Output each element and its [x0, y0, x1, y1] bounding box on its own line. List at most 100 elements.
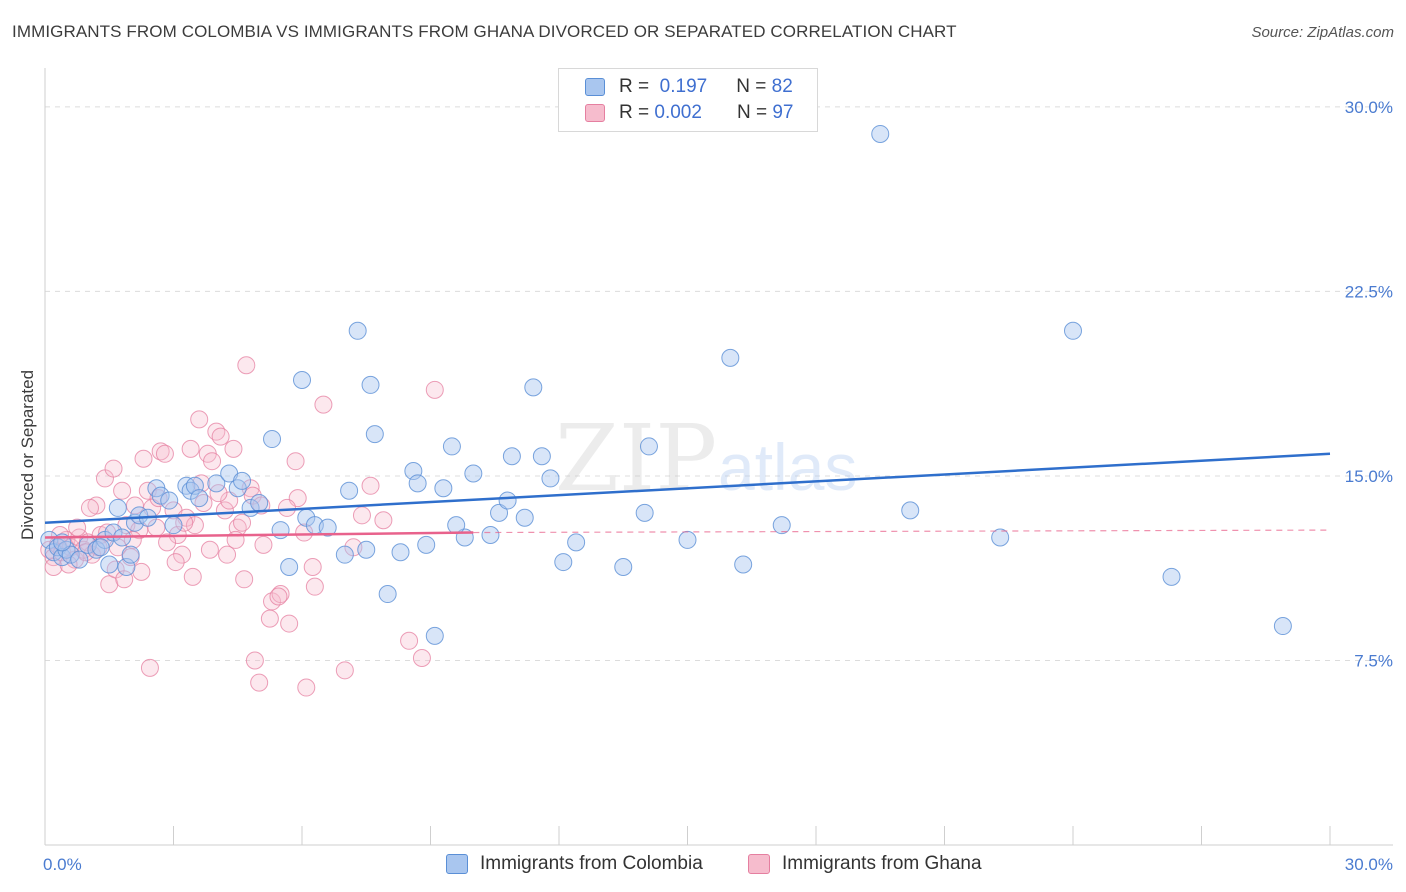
colombia-point — [100, 555, 119, 574]
colombia-point — [614, 557, 633, 576]
colombia-point — [464, 464, 483, 483]
bottom-legend-ghana-label: Immigrants from Ghana — [782, 853, 982, 874]
ghana-trend-line — [44, 531, 474, 539]
ghana-point — [158, 533, 177, 552]
legend-n-label: N = — [736, 76, 767, 97]
colombia-point — [318, 518, 337, 537]
legend-row-ghana: R = 0.002 N = 97 — [585, 101, 793, 125]
tick-labels: 7.5% 15.0% 22.5% 30.0% 0.0% 30.0% — [43, 98, 1393, 874]
ghana-point — [200, 540, 219, 559]
ghana-point — [185, 516, 204, 535]
watermark: ZIP atlas — [555, 405, 857, 512]
colombia-point — [391, 543, 410, 562]
colombia-point — [378, 585, 397, 604]
bottom-legend-colombia-label: Immigrants from Colombia — [480, 853, 703, 874]
ghana-swatch — [748, 854, 770, 874]
ghana-point — [286, 452, 305, 471]
colombia-point — [70, 550, 89, 569]
y-tick-label: 22.5% — [1345, 282, 1393, 301]
colombia-point — [447, 516, 466, 535]
ghana-point — [224, 439, 243, 458]
ghana-point — [181, 439, 200, 458]
colombia-point — [678, 530, 697, 549]
colombia-point — [250, 494, 269, 513]
ghana-point — [140, 658, 159, 677]
ghana-point — [190, 410, 209, 429]
ghana-point — [211, 427, 230, 446]
colombia-point — [524, 378, 543, 397]
correlation-legend: R = 0.197 N = 82 R = 0.002 N = 97 — [558, 68, 818, 132]
legend-r-value-colombia: 0.197 — [659, 76, 708, 97]
colombia-point — [340, 481, 359, 500]
legend-n-value-colombia: 82 — [771, 76, 793, 97]
ghana-point — [134, 449, 153, 468]
ghana-point — [233, 513, 252, 532]
colombia-point — [567, 533, 586, 552]
trend-lines — [44, 452, 1331, 539]
ghana-point — [132, 562, 151, 581]
colombia-point — [293, 371, 311, 389]
series-ghana — [40, 356, 444, 697]
colombia-point — [160, 491, 179, 510]
y-tick-label: 7.5% — [1354, 651, 1393, 670]
legend-row-colombia: R = 0.197 N = 82 — [585, 75, 793, 99]
legend-r-label: R = — [619, 102, 650, 123]
bottom-legend-colombia: Immigrants from Colombia — [446, 852, 703, 876]
ghana-point — [335, 661, 354, 680]
x-tick-label: 0.0% — [43, 855, 82, 874]
colombia-point — [490, 503, 509, 522]
colombia-point — [871, 124, 890, 143]
colombia-point — [554, 553, 573, 572]
colombia-point — [190, 489, 209, 508]
colombia-point — [442, 437, 461, 456]
ghana-point — [314, 395, 333, 414]
ghana-point — [260, 609, 279, 628]
ghana-point — [237, 356, 256, 375]
colombia-point — [348, 321, 367, 340]
y-tick-label: 30.0% — [1345, 98, 1393, 117]
source-label: Source: ZipAtlas.com — [1251, 24, 1394, 41]
colombia-point — [207, 474, 226, 493]
colombia-point — [1273, 617, 1292, 636]
legend-n-label: N = — [736, 102, 768, 123]
ghana-point — [173, 545, 192, 564]
ghana-point — [305, 577, 324, 596]
legend-n-value-ghana: 97 — [772, 102, 794, 123]
colombia-point — [434, 479, 453, 498]
ghana-point — [271, 585, 290, 604]
colombia-point — [417, 535, 436, 554]
gridlines — [45, 106, 1393, 661]
colombia-point — [734, 555, 753, 574]
colombia-point — [151, 486, 170, 505]
x-tick-label: 30.0% — [1345, 855, 1393, 874]
ghana-point — [361, 476, 380, 495]
ghana-point — [215, 501, 234, 520]
ghana-point — [245, 651, 264, 670]
ghana-point — [254, 535, 273, 554]
colombia-point — [108, 498, 127, 517]
series-colombia — [40, 124, 1292, 645]
ghana-point — [303, 557, 322, 576]
colombia-point — [901, 501, 920, 520]
colombia-point — [1064, 321, 1082, 340]
colombia-point — [233, 471, 252, 490]
legend-r-label: R = — [619, 76, 650, 97]
ghana-point — [250, 673, 269, 692]
ghana-point — [235, 570, 254, 589]
colombia-point — [408, 474, 427, 493]
colombia-point — [1162, 567, 1181, 586]
colombia-point — [164, 516, 183, 535]
watermark-zip: ZIP — [555, 405, 717, 512]
watermark-atlas: atlas — [718, 430, 857, 504]
colombia-point — [498, 491, 517, 510]
chart-title: IMMIGRANTS FROM COLOMBIA VS IMMIGRANTS F… — [12, 22, 957, 41]
colombia-swatch — [446, 854, 468, 874]
ghana-point — [218, 545, 237, 564]
ghana-point — [155, 444, 174, 463]
colombia-point — [635, 503, 654, 522]
ghana-point — [280, 614, 299, 633]
ghana-trend-extension — [473, 529, 1331, 534]
colombia-point — [121, 545, 140, 564]
colombia-point — [361, 375, 380, 394]
colombia-point — [280, 557, 299, 576]
